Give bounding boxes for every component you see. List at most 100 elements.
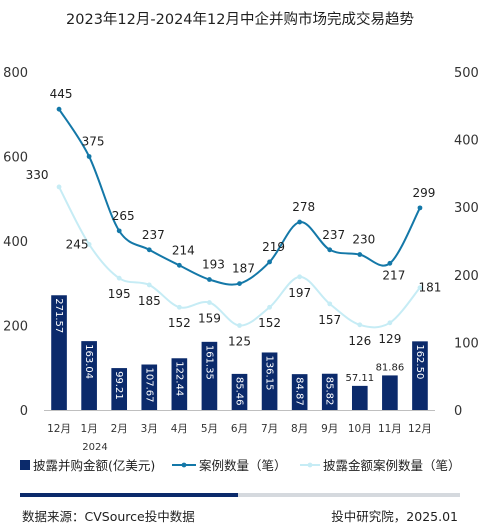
category-label: 8月 (291, 423, 308, 435)
line-light-data-label: 197 (288, 286, 311, 300)
line-dark-data-label: 230 (352, 233, 375, 247)
category-label: 9月 (321, 423, 338, 435)
line-dark-data-label: 375 (82, 135, 105, 149)
bar-data-label: 81.86 (376, 362, 405, 373)
bar (231, 373, 248, 410)
category-label: 1月 (81, 423, 98, 435)
bar (291, 374, 308, 410)
bar-data-label: 161.35 (203, 345, 214, 380)
line-dark-data-label: 217 (382, 268, 405, 282)
footer-source: 数据来源：CVSource投中数据 (22, 509, 195, 524)
line-dark-data-label: 237 (322, 228, 345, 242)
right-tick-label: 400 (454, 134, 479, 149)
line-light-data-label: 185 (138, 294, 161, 308)
bar-series: 271.57 163.04 99.21 107.67 122.44 161.35 85.46… (51, 295, 428, 410)
bar-data-label: 85.46 (234, 377, 245, 406)
line-dark (58, 108, 421, 286)
line-light-data-label: 157 (318, 313, 341, 327)
line-dark-point (297, 219, 303, 225)
right-tick-label: 300 (454, 201, 479, 216)
line-light-point (116, 275, 122, 281)
line-light-point (86, 241, 92, 247)
bar-data-label: 162.50 (414, 344, 425, 379)
line-dark-data-label: 219 (262, 240, 285, 254)
bar-data-label: 136.15 (264, 355, 275, 390)
legend-label-bar: 披露并购金额(亿美元) (33, 458, 155, 473)
line-light-data-label: 126 (348, 334, 371, 348)
line-dark-point (86, 154, 92, 159)
line-dark-point (146, 247, 152, 253)
line-light-point (387, 320, 393, 326)
category-label: 6月 (231, 423, 248, 435)
category-label: 12月 (47, 423, 71, 435)
line-light-point (146, 282, 152, 288)
category-label: 2月 (111, 423, 128, 435)
line-light-point (417, 285, 423, 291)
line-dark-data-label: 265 (112, 209, 135, 223)
category-label: 11月 (378, 423, 402, 435)
bar-data-label: 271.57 (53, 298, 64, 333)
left-tick-label: 0 (20, 404, 28, 419)
line-light-data-label: 181 (419, 281, 442, 295)
line-light-data-label: 159 (198, 312, 221, 326)
category-label: 7月 (261, 423, 278, 435)
line-dark-point (327, 247, 333, 253)
bar-data-label: 107.67 (143, 368, 154, 403)
bar (201, 341, 218, 410)
bar (171, 358, 188, 410)
legend-label-line-light: 披露金额案例数量（笔） (323, 458, 461, 473)
line-dark-data-label: 299 (413, 186, 436, 200)
right-tick-label: 0 (454, 404, 462, 419)
footer-publisher: 投中研究院，2025.01 (331, 509, 458, 524)
bar-data-label: 84.87 (294, 377, 305, 406)
legend: 披露并购金额(亿美元) 案例数量（笔） 披露金额案例数量（笔） (20, 458, 461, 473)
bar-data-label: 57.11 (345, 373, 374, 384)
category-label: 5月 (201, 423, 218, 435)
line-light-point (267, 304, 272, 310)
right-axis: 0 100 200 300 400 500 (454, 66, 479, 419)
line-light-data-label: 129 (378, 332, 401, 346)
x-axis: 12月 1月 2月 3月 4月 5月 6月 7月 8月 9月 10月 11月 12月 (44, 410, 435, 435)
line-light-data-label: 152 (168, 316, 191, 330)
category-label: 3月 (141, 423, 158, 435)
line-dark-point (267, 259, 272, 265)
bar-data-label: 163.04 (83, 344, 94, 379)
line-light-point (357, 322, 363, 328)
line-dark-data-label: 193 (202, 258, 225, 272)
legend-label-line-dark: 案例数量（笔） (199, 458, 287, 473)
line-dark-point (207, 277, 212, 282)
line-series: 445 375 265 237 214 193 187 219 278 237 230 217 299 3… (26, 87, 442, 348)
bar (81, 341, 97, 410)
legend-swatch-line-light-point (307, 462, 313, 468)
bar-data-label: 85.82 (324, 377, 335, 406)
right-tick-label: 200 (454, 269, 479, 284)
line-light-data-label: 195 (108, 287, 131, 301)
line-dark-data-label: 278 (292, 200, 315, 214)
right-tick-label: 500 (454, 66, 479, 81)
legend-swatch-line-dark-point (181, 462, 187, 468)
bar (321, 373, 338, 410)
line-dark-point (176, 262, 182, 268)
bar (261, 352, 278, 410)
line-dark-point (56, 106, 62, 112)
bar-data-label: 122.44 (173, 361, 184, 396)
line-light-data-label: 152 (258, 316, 281, 330)
line-light-data-label: 125 (228, 335, 251, 349)
line-light-point (176, 304, 182, 310)
line-light-data-label: 330 (26, 168, 49, 182)
bar (111, 368, 128, 410)
line-dark-point (387, 260, 393, 266)
line-dark-point (357, 252, 363, 257)
line-dark-point (116, 228, 122, 234)
chart-title: 2023年12月-2024年12月中企并购市场完成交易趋势 (66, 10, 414, 28)
bar (412, 341, 428, 410)
right-tick-label: 100 (454, 336, 479, 351)
line-light-data-label: 245 (66, 237, 89, 251)
left-tick-label: 800 (3, 66, 28, 81)
legend-swatch-bar (20, 460, 30, 470)
left-tick-label: 400 (3, 235, 28, 250)
bar (51, 295, 67, 410)
line-dark-point (237, 281, 242, 286)
year-label: 2024 (82, 442, 107, 453)
